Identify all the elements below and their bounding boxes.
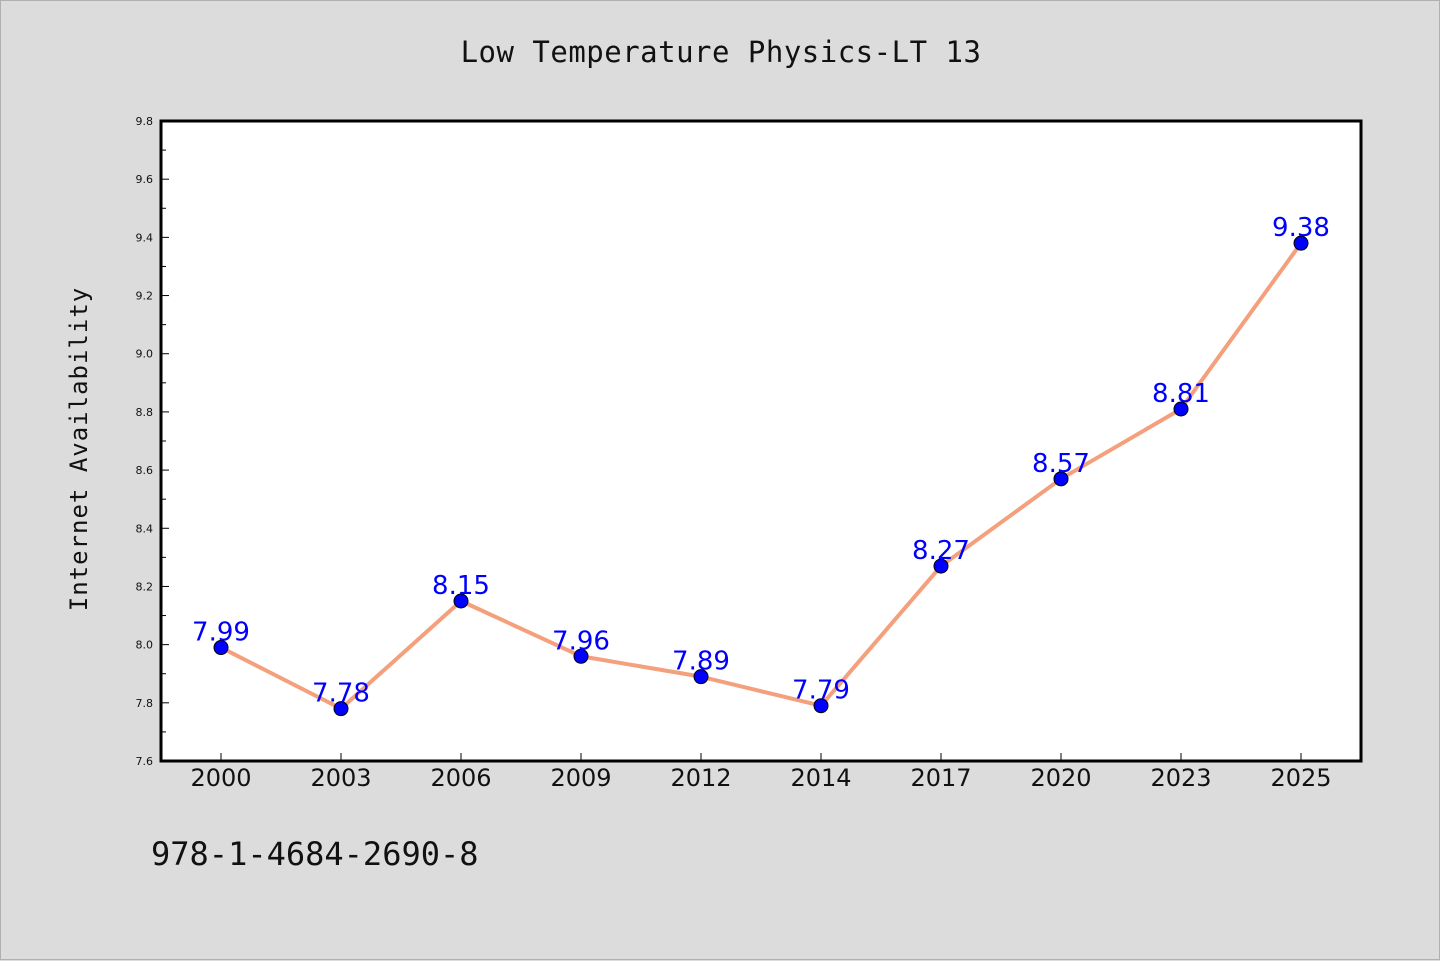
data-label: 7.96 — [552, 626, 610, 656]
y-tick-label: 9.4 — [136, 231, 154, 244]
y-axis-label: Internet Availability — [65, 287, 93, 611]
y-tick-label: 8.4 — [136, 522, 154, 535]
data-label: 8.15 — [432, 571, 490, 601]
x-tick-label: 2012 — [670, 764, 731, 792]
footer-isbn: 978-1-4684-2690-8 — [151, 835, 479, 873]
x-tick-label: 2023 — [1150, 764, 1211, 792]
data-point — [213, 640, 229, 656]
data-point — [1293, 235, 1309, 251]
data-point — [453, 593, 469, 609]
y-tick-label: 9.6 — [136, 173, 154, 186]
y-tick-label: 9.0 — [136, 348, 154, 361]
x-tick-label: 2009 — [550, 764, 611, 792]
data-label: 9.38 — [1272, 213, 1330, 243]
y-tick-label: 9.2 — [136, 290, 154, 303]
data-label: 7.79 — [792, 676, 850, 706]
x-tick-label: 2006 — [430, 764, 491, 792]
data-label: 7.99 — [192, 618, 250, 648]
data-label: 7.78 — [312, 679, 370, 709]
x-tick-label: 2000 — [190, 764, 251, 792]
data-point — [333, 701, 349, 717]
plot-area — [161, 121, 1361, 761]
x-axis: 2000 2003 2006 2009 2012 2014 2017 2020 2023 2025 — [190, 753, 1332, 792]
y-axis: 7.6 7.8 8.0 8.2 8.4 8.6 8.8 9.0 9.2 9.4 9.6 9.8 — [136, 115, 169, 768]
chart-title: Low Temperature Physics-LT 13 — [460, 35, 982, 69]
y-tick-label: 8.2 — [136, 580, 154, 593]
plot-frame — [159, 119, 1363, 763]
y-tick-label: 7.6 — [136, 755, 154, 768]
data-point — [1053, 471, 1069, 487]
data-label: 8.57 — [1032, 449, 1090, 479]
data-point — [1173, 401, 1189, 417]
x-tick-label: 2014 — [790, 764, 851, 792]
y-tick-label: 9.8 — [136, 115, 154, 128]
data-label: 7.89 — [672, 647, 730, 677]
y-tick-label: 8.6 — [136, 464, 154, 477]
series-group: 7.99 7.78 8.15 7.96 7.89 7.79 8.27 8.57 8.81 9.38 — [192, 213, 1330, 717]
y-tick-label: 8.8 — [136, 406, 154, 419]
data-point — [813, 698, 829, 714]
data-label: 8.81 — [1152, 379, 1210, 409]
x-tick-label: 2003 — [310, 764, 371, 792]
y-tick-label: 7.8 — [136, 697, 154, 710]
y-tick-label: 8.0 — [136, 639, 154, 652]
data-point — [573, 648, 589, 664]
x-tick-label: 2017 — [910, 764, 971, 792]
x-tick-label: 2020 — [1030, 764, 1091, 792]
data-label: 8.27 — [912, 536, 970, 566]
data-point — [693, 669, 709, 685]
series-line — [220, 242, 1303, 711]
x-tick-label: 2025 — [1270, 764, 1331, 792]
data-point — [933, 558, 949, 574]
